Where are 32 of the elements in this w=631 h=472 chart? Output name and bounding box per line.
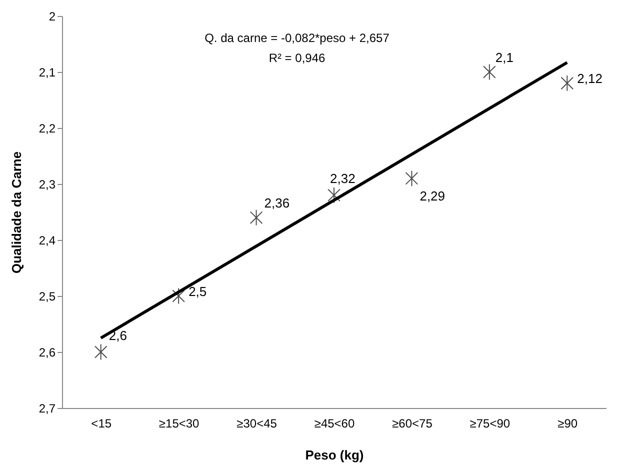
y-tick-label: 2,1 xyxy=(38,66,56,80)
point xyxy=(250,209,263,226)
point xyxy=(405,170,418,187)
x-tick-label: <15 xyxy=(91,416,112,430)
annotation: R² = 0,946 xyxy=(268,51,326,65)
data-label: 2,12 xyxy=(577,71,602,86)
x-tick-label: ≥45<60 xyxy=(314,416,355,430)
y-tick-label: 2,5 xyxy=(38,290,56,304)
data-label: 2,5 xyxy=(188,284,207,299)
y-tick-label: 2,7 xyxy=(38,402,56,416)
point xyxy=(172,288,185,304)
y-tick-label: 2,6 xyxy=(38,346,56,360)
data-label: 2,32 xyxy=(330,171,356,186)
point xyxy=(94,344,108,360)
y-tick-label: 2 xyxy=(48,10,56,24)
x-axis-title: Peso (kg) xyxy=(305,448,364,462)
data-label: 2,1 xyxy=(495,50,514,65)
data-label: 2,36 xyxy=(264,196,290,211)
x-tick-label: ≥30<45 xyxy=(236,416,278,430)
data-label: 2,29 xyxy=(420,188,446,204)
x-tick-label: ≥75<90 xyxy=(470,416,510,430)
y-axis-title: Qualidade da Carne xyxy=(8,151,24,274)
point xyxy=(483,64,496,80)
y-tick-label: 2,3 xyxy=(38,178,56,192)
x-tick-label: ≥90 xyxy=(558,416,578,430)
point xyxy=(560,75,574,92)
annotation: Q. da carne = -0,082*peso + 2,657 xyxy=(204,31,390,45)
point xyxy=(328,187,340,204)
x-tick-label: ≥60<75 xyxy=(392,416,433,430)
y-tick-label: 2,2 xyxy=(38,122,56,136)
x-tick-label: ≥15<30 xyxy=(158,416,200,430)
y-tick-label: 2,4 xyxy=(38,234,56,248)
